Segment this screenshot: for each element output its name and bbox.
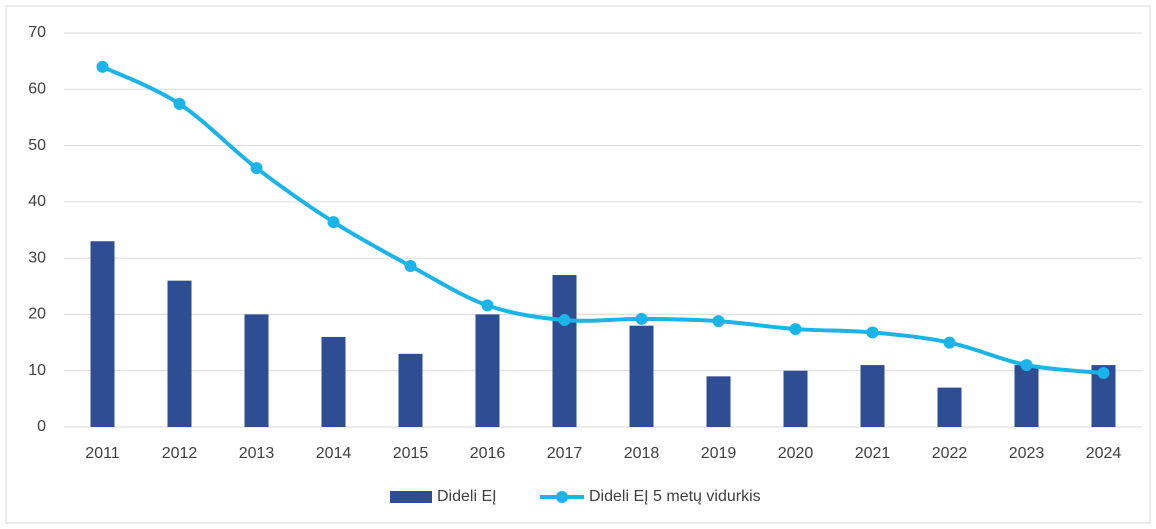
point (943, 336, 956, 349)
x-tick-label: 2012 (162, 445, 198, 462)
legend-swatch (390, 491, 432, 503)
x-tick-label: 2024 (1086, 445, 1122, 462)
bar (398, 353, 423, 427)
point (481, 299, 494, 312)
point (1020, 359, 1033, 372)
bar (1014, 365, 1039, 427)
chart-border (5, 5, 1151, 524)
bar (783, 370, 808, 427)
x-tick-label: 2019 (701, 445, 737, 462)
bar (629, 325, 654, 427)
bar (860, 365, 885, 427)
bar (90, 241, 115, 427)
x-tick-label: 2017 (547, 445, 583, 462)
y-tick-label: 0 (37, 418, 46, 435)
bar (244, 314, 269, 427)
x-tick-label: 2014 (316, 445, 352, 462)
x-tick-label: 2022 (932, 445, 968, 462)
x-tick-label: 2021 (855, 445, 891, 462)
x-tick-label: 2018 (624, 445, 660, 462)
point (327, 216, 340, 229)
legend-swatch (556, 491, 568, 503)
legend-label: Dideli EĮ 5 metų vidurkis (589, 488, 761, 505)
x-tick-label: 2016 (470, 445, 506, 462)
y-tick-label: 30 (28, 249, 46, 266)
point (558, 314, 571, 327)
point (866, 326, 879, 339)
point (96, 60, 109, 73)
point (404, 260, 417, 273)
bar (475, 314, 500, 427)
y-tick-label: 70 (28, 24, 46, 41)
x-tick-label: 2013 (239, 445, 275, 462)
point (250, 162, 263, 175)
point (635, 312, 648, 325)
point (789, 323, 802, 336)
point (173, 97, 186, 110)
bar (321, 336, 346, 427)
bar (706, 376, 731, 427)
y-tick-label: 50 (28, 137, 46, 154)
point (712, 315, 725, 328)
legend-label: Dideli EĮ (437, 488, 497, 505)
x-tick-label: 2011 (85, 445, 120, 462)
y-tick-label: 20 (28, 306, 46, 323)
x-tick-label: 2020 (778, 445, 814, 462)
x-tick-label: 2023 (1009, 445, 1045, 462)
y-tick-label: 40 (28, 193, 46, 210)
point (1097, 366, 1110, 379)
y-tick-label: 60 (28, 81, 46, 98)
bar (167, 280, 192, 427)
y-tick-label: 10 (28, 362, 46, 379)
x-tick-label: 2015 (393, 445, 429, 462)
bar (937, 387, 962, 427)
bar (552, 275, 577, 427)
